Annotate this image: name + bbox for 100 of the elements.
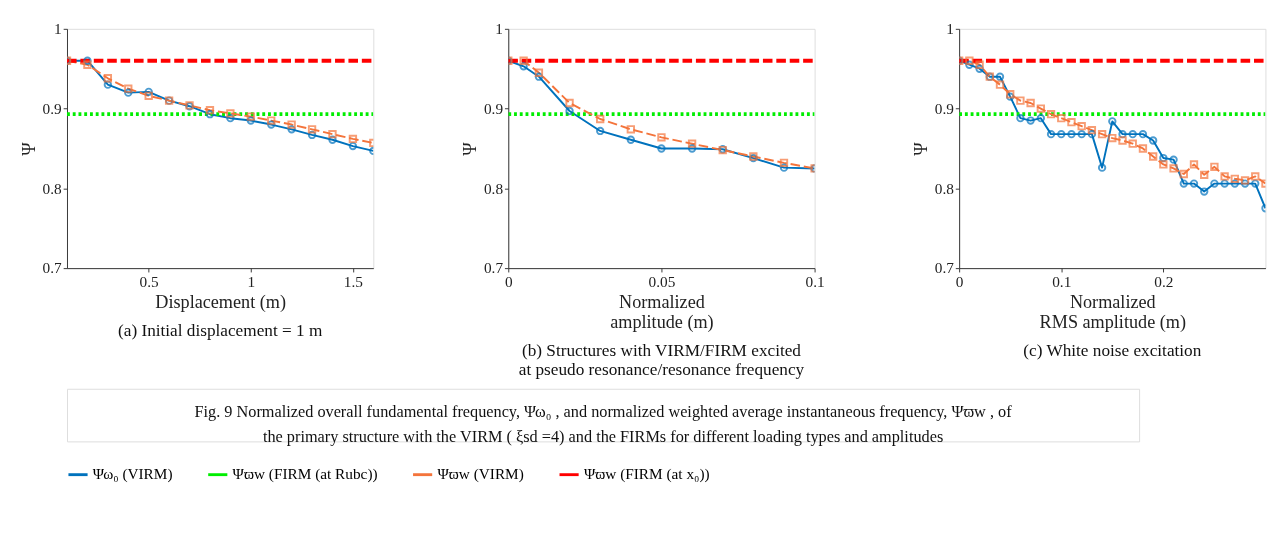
point <box>144 87 153 97</box>
point <box>687 139 697 148</box>
point <box>975 64 984 73</box>
x-tick-label: 1.5 <box>343 272 364 290</box>
point <box>1169 164 1178 173</box>
point <box>596 126 605 136</box>
point <box>1128 129 1137 139</box>
y-axis-title: Ψ <box>460 141 481 156</box>
point <box>965 60 974 69</box>
point <box>307 130 317 140</box>
point <box>307 125 317 134</box>
point <box>226 109 235 118</box>
point <box>1128 139 1137 148</box>
point <box>1200 187 1209 196</box>
point <box>626 135 635 144</box>
y-axis-title: Ψ <box>18 141 39 156</box>
point <box>328 129 337 139</box>
y-tick-label: 0.7 <box>483 259 504 277</box>
x-axis-title: Normalized amplitude (m) <box>610 291 714 333</box>
text: (c) White noise excitation <box>1023 341 1202 361</box>
point <box>1036 104 1046 113</box>
point <box>144 91 153 101</box>
point <box>1189 179 1199 188</box>
y-tick-label: 0.7 <box>42 259 63 277</box>
y-tick-label: 1 <box>495 20 504 38</box>
point <box>328 135 337 144</box>
point <box>267 120 276 129</box>
point <box>124 84 133 93</box>
point <box>1220 179 1229 188</box>
point <box>1179 169 1188 179</box>
point <box>995 80 1005 89</box>
point <box>267 116 276 125</box>
point <box>205 110 215 119</box>
y-tick-label: 0.9 <box>483 99 504 117</box>
point <box>348 141 358 151</box>
point <box>1067 118 1076 127</box>
x-tick-label: 0.2 <box>1154 272 1174 290</box>
legend-label: Ψϖw (FIRM (at Rubc)) <box>232 465 378 484</box>
y-tick-label: 0.9 <box>42 99 63 117</box>
y-tick-label: 0.7 <box>934 259 955 277</box>
y-tick-label: 1 <box>946 20 954 38</box>
point <box>348 134 358 144</box>
text: (b) Structures with VIRM/FIRM excited at pseudo resonance/resonance frequency <box>518 341 805 380</box>
point <box>1036 114 1046 123</box>
point <box>246 116 255 125</box>
point <box>687 144 697 153</box>
point <box>1087 125 1097 135</box>
y-tick-label: 1 <box>54 20 62 38</box>
point <box>1097 163 1107 172</box>
point <box>657 133 666 142</box>
point <box>103 80 113 89</box>
x-tick-label: 0.1 <box>805 272 825 290</box>
point <box>1169 155 1178 164</box>
legend-label: Ψω₀ (VIRM) <box>92 465 173 484</box>
x-axis-title: Displacement (m) <box>155 291 286 313</box>
point <box>975 60 984 69</box>
point <box>1026 98 1035 108</box>
point <box>1230 174 1240 183</box>
x-tick-label: 0 <box>504 272 513 290</box>
point <box>1077 129 1086 139</box>
point <box>1046 129 1056 139</box>
point <box>626 125 635 134</box>
point <box>534 72 544 81</box>
y-tick-label: 0.9 <box>934 99 955 117</box>
point <box>995 72 1005 81</box>
point <box>534 68 544 77</box>
point <box>1016 96 1025 105</box>
point <box>226 114 235 123</box>
point <box>1148 136 1158 145</box>
x-tick-label: 0.5 <box>139 272 160 290</box>
x-tick-label: 0.05 <box>648 272 676 290</box>
point <box>1159 153 1168 163</box>
point <box>565 98 574 108</box>
point <box>1108 117 1117 126</box>
point <box>246 112 255 121</box>
point <box>1138 144 1148 153</box>
y-tick-label: 0.8 <box>934 179 955 197</box>
point <box>103 74 113 83</box>
y-tick-label: 0.8 <box>483 179 504 197</box>
x-tick-label: 0.1 <box>1052 272 1072 290</box>
y-axis-title: Ψ <box>911 141 932 156</box>
point <box>1148 152 1158 161</box>
point <box>1210 179 1219 188</box>
point <box>83 60 92 69</box>
point <box>287 125 296 134</box>
legend-label: Ψϖw (FIRM (at x₀)) <box>583 465 710 484</box>
point <box>1200 170 1209 179</box>
point <box>1179 179 1188 188</box>
x-tick-label: 0 <box>955 272 964 290</box>
x-axis-title: Normalized RMS amplitude (m) <box>1039 291 1186 333</box>
point <box>1057 129 1066 139</box>
point <box>519 56 528 65</box>
point <box>965 56 974 65</box>
point <box>1118 129 1127 139</box>
point <box>205 106 215 115</box>
x-tick-label: 1 <box>247 272 256 290</box>
text: (a) Initial displacement = 1 m <box>118 321 323 341</box>
point <box>1097 129 1107 139</box>
point <box>1026 116 1035 125</box>
point <box>1251 179 1260 188</box>
